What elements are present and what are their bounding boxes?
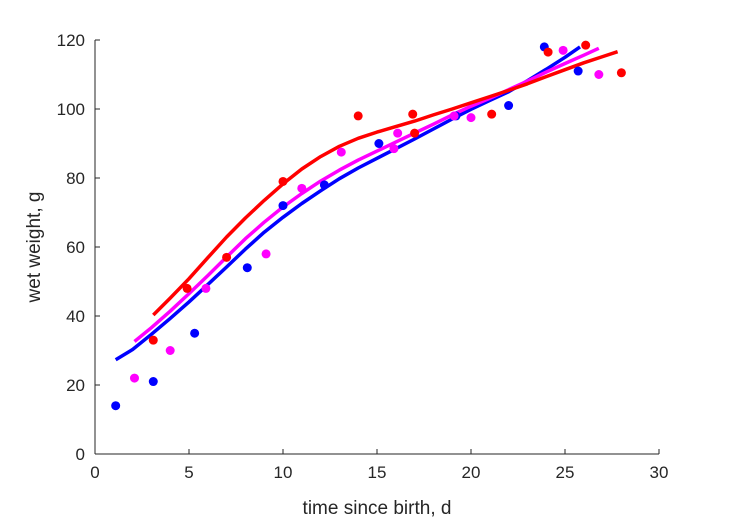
fit-curve-2	[152, 50, 619, 317]
y-tick-label: 20	[66, 376, 85, 395]
data-point	[242, 263, 252, 273]
data-point	[319, 180, 329, 190]
data-point	[278, 201, 288, 211]
data-point	[261, 249, 271, 259]
data-point	[182, 283, 192, 293]
data-point	[408, 109, 418, 119]
data-point	[278, 176, 288, 186]
x-tick-label: 25	[556, 463, 575, 482]
x-tick-label: 20	[462, 463, 481, 482]
x-tick-label: 0	[90, 463, 99, 482]
x-tick-label: 30	[650, 463, 669, 482]
axes	[94, 39, 660, 455]
data-point	[581, 40, 591, 50]
data-point	[558, 45, 568, 55]
x-tick-label: 15	[368, 463, 387, 482]
y-tick-label: 40	[66, 307, 85, 326]
data-point	[594, 70, 604, 79]
data-point	[393, 128, 403, 138]
data-point	[449, 111, 459, 121]
data-point	[201, 283, 211, 293]
data-point	[573, 66, 583, 76]
y-tick-label: 60	[66, 238, 85, 257]
data-point	[129, 373, 139, 383]
data-point	[487, 109, 497, 119]
data-point	[190, 328, 200, 338]
data-point	[111, 401, 121, 411]
y-tick-label: 80	[66, 169, 85, 188]
fit-curve-1	[133, 46, 600, 343]
data-point	[466, 113, 476, 123]
data-point	[504, 101, 514, 111]
data-point	[616, 68, 626, 78]
x-axis-label: time since birth, d	[303, 498, 452, 519]
fit-curve-0	[114, 45, 581, 362]
data-point	[353, 111, 363, 121]
data-point	[410, 128, 420, 138]
data-point	[297, 183, 307, 193]
data-point	[148, 377, 158, 387]
data-point	[148, 335, 158, 345]
data-point	[543, 47, 553, 57]
x-tick-label: 10	[274, 463, 293, 482]
tick-labels: 0 5 10 15 20 25 30 0 20 40 60 80 100 120	[57, 31, 669, 482]
y-axis-label: wet weight, g	[24, 192, 45, 304]
data-point	[222, 252, 232, 262]
x-tick-label: 5	[184, 463, 193, 482]
fit-curves	[114, 45, 619, 362]
y-tick-label: 0	[76, 445, 85, 464]
data-point	[165, 346, 175, 355]
data-point	[374, 139, 384, 148]
data-points	[111, 40, 626, 411]
data-point	[336, 147, 346, 157]
y-tick-label: 120	[57, 31, 85, 50]
data-point	[389, 144, 399, 154]
y-tick-label: 100	[57, 100, 85, 119]
